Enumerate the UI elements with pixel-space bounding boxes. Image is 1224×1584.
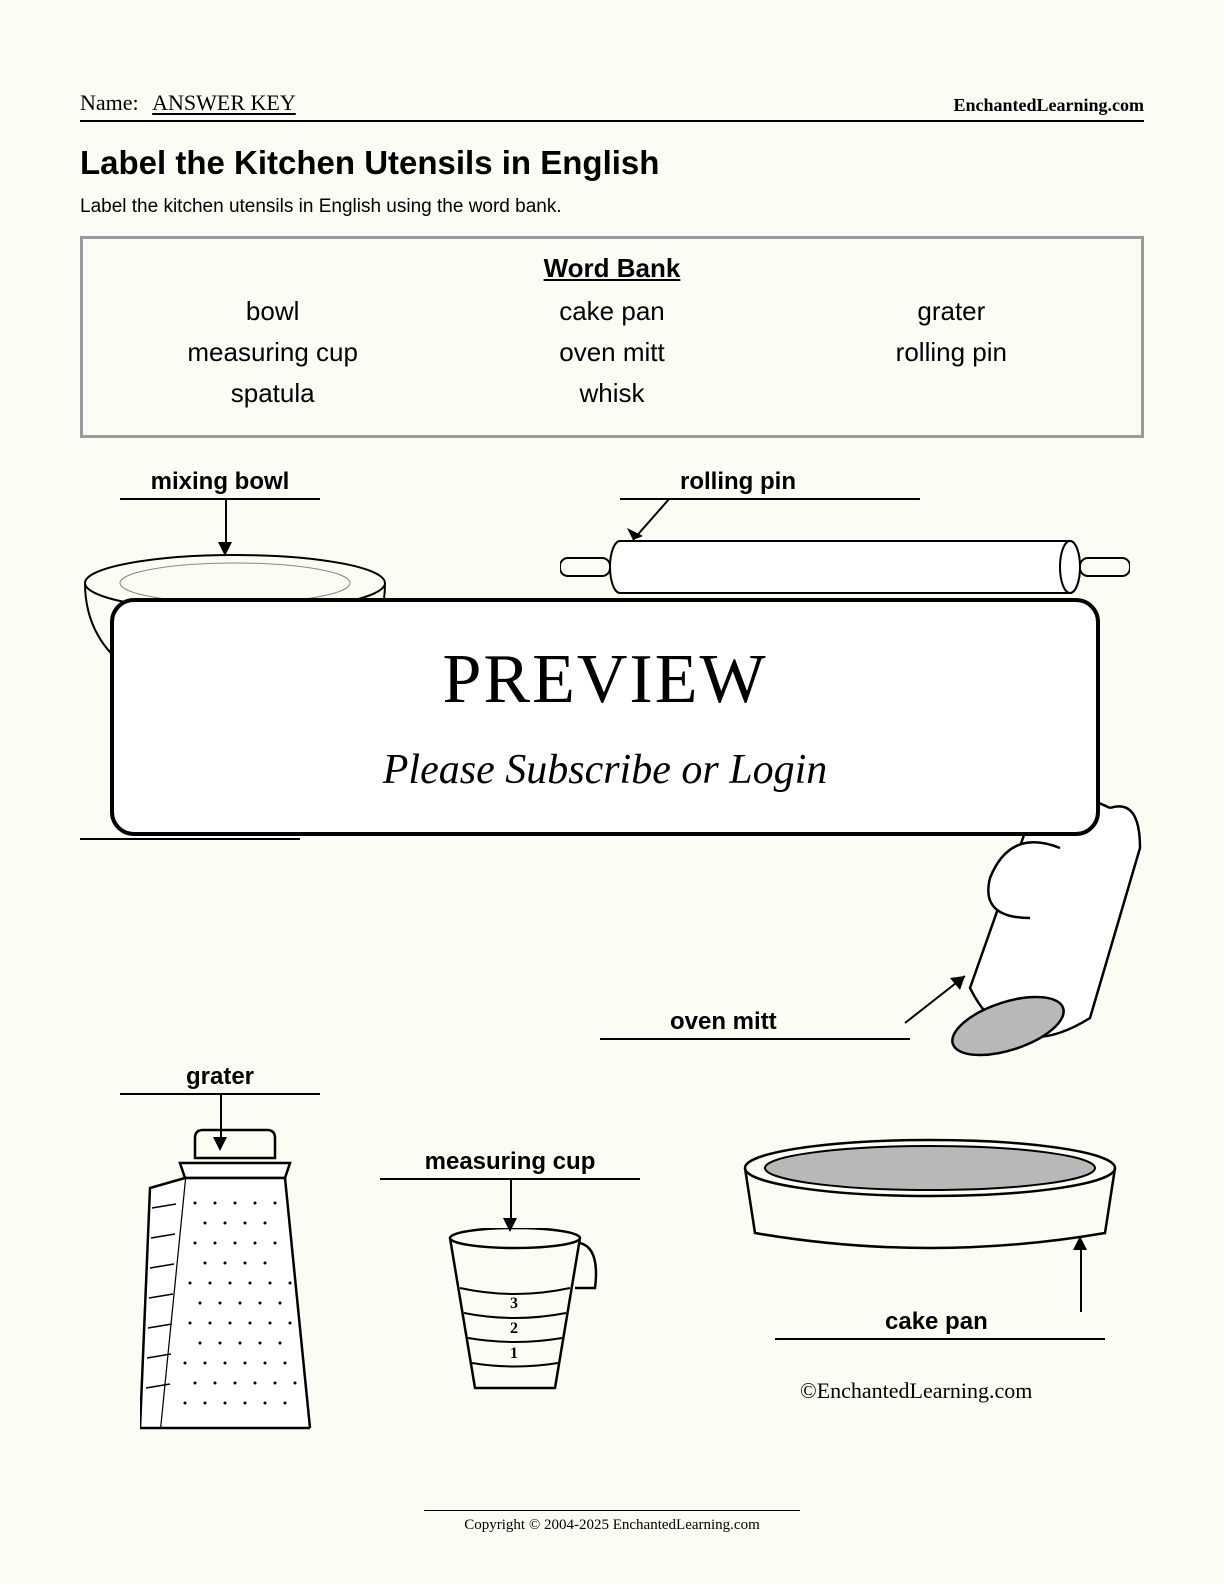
name-label: Name: <box>80 90 139 115</box>
cake-pan-icon <box>740 1138 1120 1258</box>
label-cake-pan: cake pan <box>775 1308 1105 1340</box>
page-title: Label the Kitchen Utensils in English <box>80 144 1144 182</box>
svg-text:2: 2 <box>510 1320 518 1337</box>
header: Name: ANSWER KEY EnchantedLearning.com <box>80 90 1144 122</box>
preview-overlay: PREVIEW Please Subscribe or Login <box>110 598 1100 836</box>
arrow-line <box>225 500 227 544</box>
word-bank: Word Bank bowl cake pan grater measuring… <box>80 236 1144 438</box>
rolling-pin-icon <box>560 538 1130 598</box>
arrow-line <box>510 1180 512 1220</box>
preview-subtitle: Please Subscribe or Login <box>134 746 1076 794</box>
label-mixing-bowl: mixing bowl <box>120 468 320 500</box>
word-bank-item: spatula <box>113 378 432 409</box>
name-value: ANSWER KEY <box>152 90 296 115</box>
arrow-line <box>1080 1248 1082 1312</box>
diagram-area: mixing bowl rolling pin <box>80 468 1144 1468</box>
blank-label-line <box>80 838 300 840</box>
word-bank-item: rolling pin <box>792 337 1111 368</box>
label-grater: grater <box>120 1063 320 1095</box>
word-bank-title: Word Bank <box>113 253 1111 284</box>
measuring-cup-icon: 3 2 1 <box>440 1228 600 1398</box>
arrowhead-icon <box>1073 1236 1087 1250</box>
word-bank-item: oven mitt <box>452 337 771 368</box>
label-measuring-cup: measuring cup <box>380 1148 640 1180</box>
grater-icon <box>140 1128 330 1438</box>
site-name: EnchantedLearning.com <box>953 95 1144 116</box>
footer-text: Copyright © 2004-2025 EnchantedLearning.… <box>424 1510 800 1534</box>
word-bank-grid: bowl cake pan grater measuring cup oven … <box>113 296 1111 409</box>
label-rolling-pin: rolling pin <box>620 468 920 500</box>
instructions: Label the kitchen utensils in English us… <box>80 196 1144 218</box>
footer: Copyright © 2004-2025 EnchantedLearning.… <box>0 1510 1224 1534</box>
word-bank-item: cake pan <box>452 296 771 327</box>
word-bank-item: whisk <box>452 378 771 409</box>
svg-text:3: 3 <box>510 1295 518 1312</box>
svg-text:1: 1 <box>510 1345 518 1362</box>
word-bank-item: measuring cup <box>113 337 432 368</box>
name-section: Name: ANSWER KEY <box>80 90 296 116</box>
preview-title: PREVIEW <box>134 640 1076 720</box>
word-bank-item: bowl <box>113 296 432 327</box>
word-bank-item: grater <box>792 296 1111 327</box>
copyright-inline: ©EnchantedLearning.com <box>800 1378 1032 1404</box>
